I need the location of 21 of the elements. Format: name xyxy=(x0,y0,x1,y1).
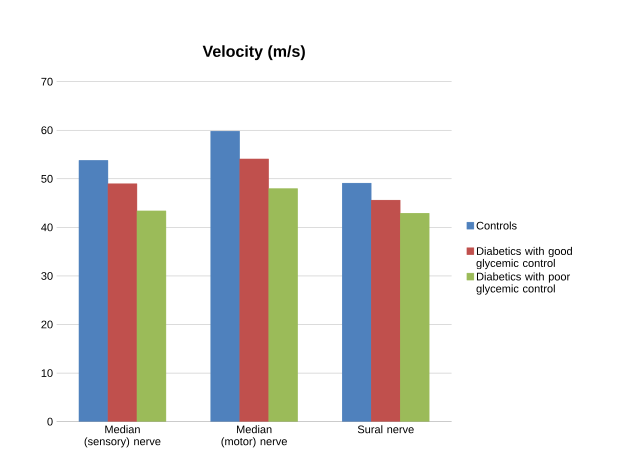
chart-title: Velocity (m/s) xyxy=(202,45,305,60)
y-tick-label: 20 xyxy=(41,320,53,328)
y-tick-label: 40 xyxy=(41,223,53,232)
bar xyxy=(400,213,430,422)
bar xyxy=(136,210,166,422)
y-tick-label: 70 xyxy=(41,78,53,86)
x-tick-label: Sural nerve xyxy=(358,425,414,434)
x-tick-label: Median (motor) nerve xyxy=(221,425,287,448)
legend-label: Diabetics with good glycemic control xyxy=(476,246,572,270)
y-tick-label: 0 xyxy=(47,418,53,426)
bar xyxy=(268,188,298,422)
x-tick-label: Median (sensory) nerve xyxy=(84,425,160,448)
bar xyxy=(239,158,269,422)
bar xyxy=(371,200,400,422)
y-tick-label: 30 xyxy=(41,272,53,280)
y-tick-label: 50 xyxy=(41,174,53,183)
legend-label: Controls xyxy=(476,221,517,230)
bar xyxy=(108,183,138,422)
y-tick-label: 60 xyxy=(41,126,53,134)
legend-label: Diabetics with poor glycemic control xyxy=(476,272,570,295)
y-tick-label: 10 xyxy=(42,369,53,377)
